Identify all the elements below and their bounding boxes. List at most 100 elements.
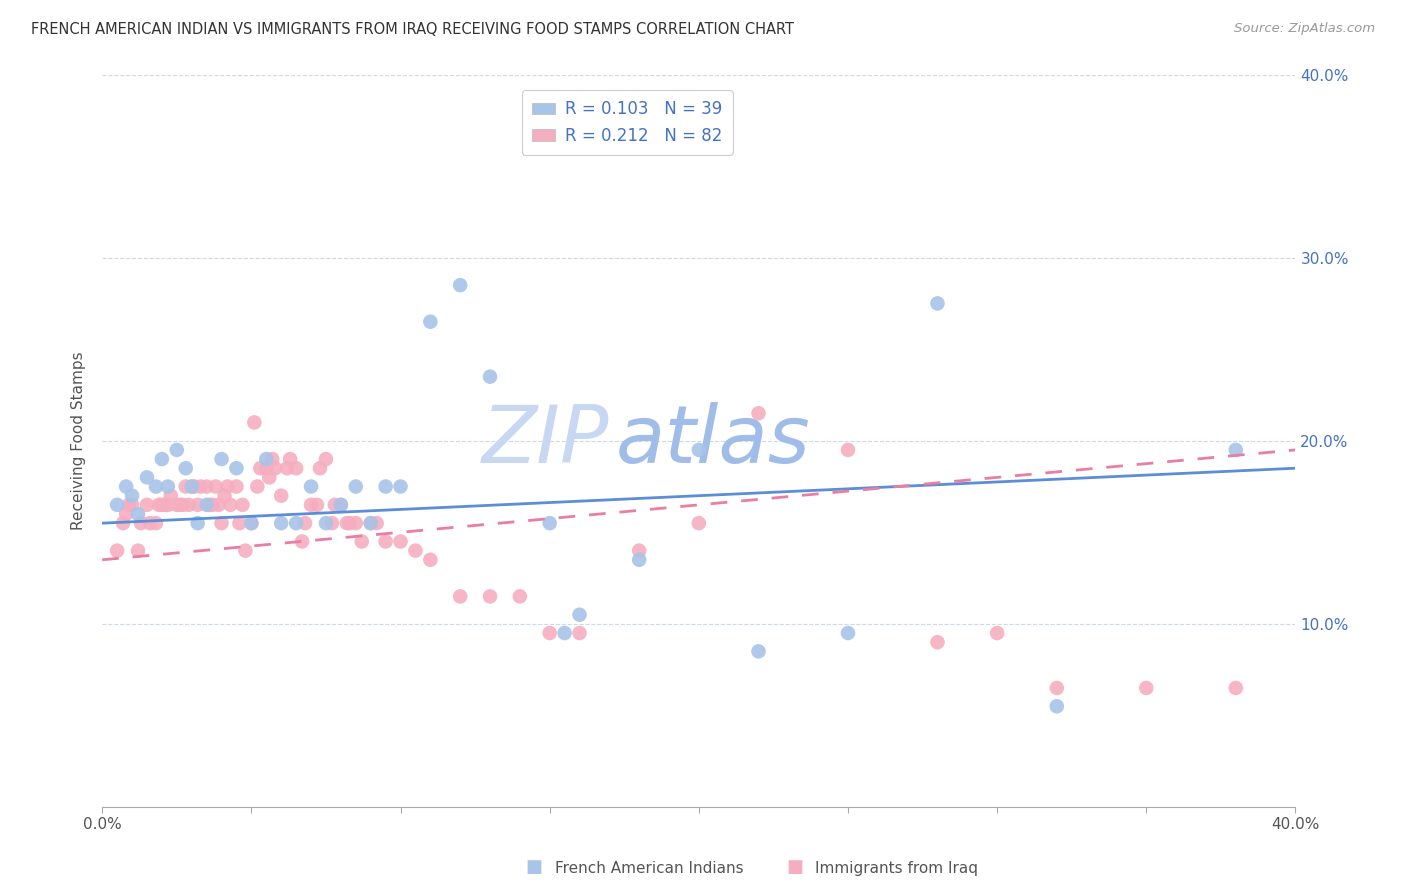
Point xyxy=(339,516,361,530)
Point xyxy=(278,452,301,467)
Point xyxy=(538,516,561,530)
Point xyxy=(153,498,176,512)
Point xyxy=(127,543,149,558)
Point xyxy=(264,461,287,475)
Text: ZIP: ZIP xyxy=(482,401,609,480)
Point xyxy=(136,498,159,512)
Point xyxy=(927,296,949,310)
Point xyxy=(254,452,277,467)
Point xyxy=(479,590,502,604)
Point xyxy=(115,507,138,521)
Point xyxy=(112,516,135,530)
Text: French American Indians: French American Indians xyxy=(555,861,744,876)
Point xyxy=(986,626,1008,640)
Point xyxy=(344,516,367,530)
Point xyxy=(360,516,382,530)
Point xyxy=(166,442,188,457)
Point xyxy=(389,479,412,493)
Point xyxy=(225,461,247,475)
Point xyxy=(183,479,205,493)
Point xyxy=(628,553,651,567)
Point xyxy=(1225,681,1247,695)
Point xyxy=(150,452,173,467)
Point xyxy=(276,461,298,475)
Legend: R = 0.103   N = 39, R = 0.212   N = 82: R = 0.103 N = 39, R = 0.212 N = 82 xyxy=(522,90,733,154)
Point xyxy=(187,516,209,530)
Point xyxy=(118,498,141,512)
Point xyxy=(538,626,561,640)
Point xyxy=(198,498,221,512)
Point xyxy=(360,516,382,530)
Point xyxy=(259,470,281,484)
Point xyxy=(190,479,212,493)
Text: atlas: atlas xyxy=(616,401,810,480)
Point xyxy=(329,498,352,512)
Point xyxy=(404,543,426,558)
Point xyxy=(270,489,292,503)
Point xyxy=(150,498,173,512)
Point xyxy=(174,461,197,475)
Point xyxy=(166,498,188,512)
Point xyxy=(145,516,167,530)
Point xyxy=(129,516,152,530)
Text: FRENCH AMERICAN INDIAN VS IMMIGRANTS FROM IRAQ RECEIVING FOOD STAMPS CORRELATION: FRENCH AMERICAN INDIAN VS IMMIGRANTS FRO… xyxy=(31,22,794,37)
Point xyxy=(156,498,179,512)
Point xyxy=(299,479,322,493)
Point xyxy=(121,489,143,503)
Point xyxy=(305,498,328,512)
Point xyxy=(211,516,233,530)
Point xyxy=(1225,442,1247,457)
Point xyxy=(688,442,710,457)
Point xyxy=(419,553,441,567)
Point xyxy=(291,534,314,549)
Point xyxy=(449,590,471,604)
Point xyxy=(214,489,236,503)
Text: Immigrants from Iraq: Immigrants from Iraq xyxy=(815,861,979,876)
Point xyxy=(204,479,226,493)
Point xyxy=(688,516,710,530)
Point xyxy=(207,498,229,512)
Point xyxy=(336,516,359,530)
Point xyxy=(270,516,292,530)
Point xyxy=(159,489,181,503)
Point xyxy=(628,543,651,558)
Point xyxy=(195,498,218,512)
Point xyxy=(323,498,346,512)
Point xyxy=(294,516,316,530)
Point xyxy=(121,498,143,512)
Point xyxy=(315,452,337,467)
Point xyxy=(105,543,128,558)
Point xyxy=(299,498,322,512)
Point xyxy=(235,543,257,558)
Point xyxy=(419,315,441,329)
Point xyxy=(174,479,197,493)
Point xyxy=(350,534,373,549)
Point xyxy=(389,534,412,549)
Point xyxy=(145,479,167,493)
Point xyxy=(366,516,388,530)
Point xyxy=(927,635,949,649)
Point xyxy=(156,479,179,493)
Point xyxy=(837,626,859,640)
Text: Source: ZipAtlas.com: Source: ZipAtlas.com xyxy=(1234,22,1375,36)
Point xyxy=(240,516,263,530)
Point xyxy=(837,442,859,457)
Point xyxy=(105,498,128,512)
Point xyxy=(180,479,202,493)
Point xyxy=(747,406,769,420)
Point xyxy=(211,452,233,467)
Point xyxy=(177,498,200,512)
Point xyxy=(1046,699,1069,714)
Point xyxy=(374,479,396,493)
Point xyxy=(115,479,138,493)
Point xyxy=(262,452,284,467)
Point xyxy=(180,479,202,493)
Point xyxy=(509,590,531,604)
Point xyxy=(217,479,239,493)
Point xyxy=(139,516,162,530)
Text: ■: ■ xyxy=(526,858,543,876)
Point xyxy=(169,498,191,512)
Point xyxy=(568,626,591,640)
Point xyxy=(479,369,502,384)
Point xyxy=(315,516,337,530)
